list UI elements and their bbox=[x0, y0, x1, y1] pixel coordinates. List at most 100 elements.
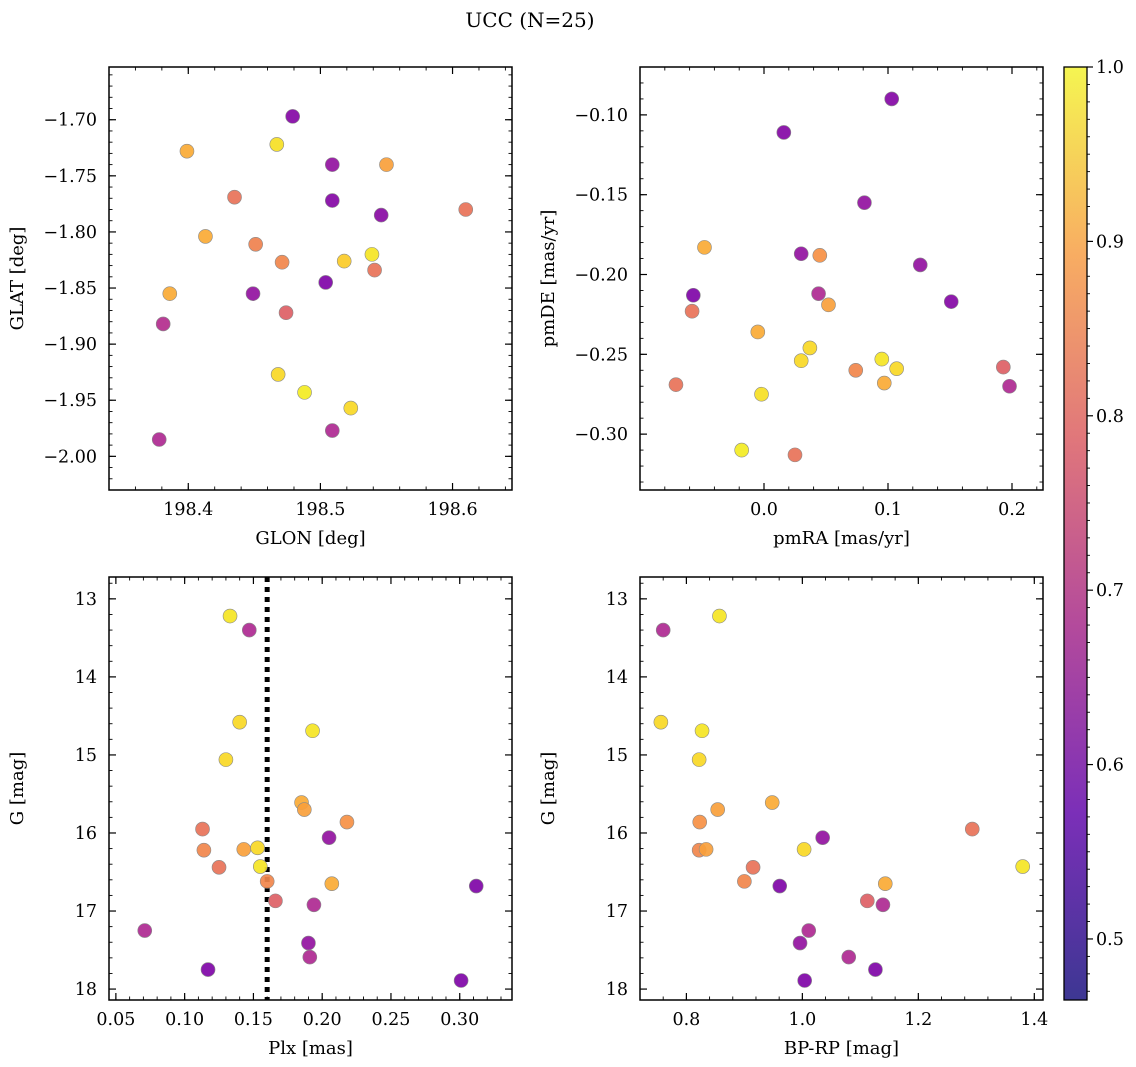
data-point bbox=[232, 714, 247, 730]
x-tick-label: 0.8 bbox=[672, 1010, 700, 1030]
data-point bbox=[155, 316, 171, 332]
y-tick-label: 13 bbox=[606, 590, 628, 610]
x-tick-label: 198.6 bbox=[427, 500, 477, 520]
data-point bbox=[793, 353, 809, 369]
data-point bbox=[848, 362, 864, 378]
data-point bbox=[889, 361, 904, 376]
data-point bbox=[668, 377, 684, 392]
data-point bbox=[305, 723, 320, 739]
axes-frame bbox=[639, 66, 1044, 491]
data-point bbox=[868, 962, 883, 977]
data-point bbox=[321, 830, 337, 845]
data-point bbox=[734, 442, 749, 458]
data-point bbox=[268, 893, 283, 909]
scatter-points bbox=[668, 91, 1017, 463]
data-point bbox=[943, 294, 959, 309]
x-axis-label: Plx [mas] bbox=[268, 1038, 353, 1059]
x-tick-label: 0.05 bbox=[96, 1010, 135, 1030]
y-tick-label: 15 bbox=[75, 746, 97, 766]
y-tick-label: −1.90 bbox=[43, 335, 97, 355]
data-point bbox=[325, 423, 340, 438]
data-point bbox=[796, 842, 812, 857]
y-tick-label: 18 bbox=[75, 980, 97, 1000]
data-point bbox=[860, 893, 875, 909]
axes-frame bbox=[108, 576, 513, 1001]
x-tick-label: 0.30 bbox=[440, 1010, 479, 1030]
data-point bbox=[776, 125, 792, 140]
data-point bbox=[336, 253, 352, 269]
data-point bbox=[797, 973, 812, 988]
data-point bbox=[379, 157, 394, 172]
y-tick-label: −1.75 bbox=[43, 167, 97, 187]
y-tick-label: −1.80 bbox=[43, 223, 97, 243]
y-axis-label: G [mag] bbox=[538, 752, 559, 825]
data-point bbox=[793, 246, 809, 262]
panels-group: 198.4 198.5 198.6 −1.70 −1.75 −1.80 −1.85 −1.90… bbox=[7, 66, 1048, 1059]
data-point bbox=[179, 143, 195, 159]
data-point bbox=[698, 842, 714, 857]
data-point bbox=[684, 303, 700, 319]
data-point bbox=[754, 386, 769, 402]
data-point bbox=[801, 923, 817, 938]
data-point bbox=[343, 400, 359, 416]
panel-glon-glat: 198.4 198.5 198.6 −1.70 −1.75 −1.80 −1.85 −1.90… bbox=[7, 66, 513, 549]
data-point bbox=[686, 287, 701, 303]
data-point bbox=[200, 962, 216, 977]
y-tick-label: −0.25 bbox=[574, 345, 628, 365]
scatter-points bbox=[151, 109, 474, 447]
data-point bbox=[697, 240, 712, 255]
data-point bbox=[841, 949, 857, 965]
data-point bbox=[259, 874, 275, 889]
x-tick-label: 0.1 bbox=[874, 500, 902, 520]
x-tick-label: 1.0 bbox=[788, 1010, 816, 1030]
y-tick-label: 13 bbox=[75, 590, 97, 610]
axis-ticks bbox=[639, 66, 1043, 490]
data-point bbox=[821, 297, 836, 313]
data-point bbox=[1015, 859, 1031, 874]
data-point bbox=[815, 830, 830, 845]
data-point bbox=[877, 876, 893, 892]
x-tick-label: 0.20 bbox=[303, 1010, 342, 1030]
data-point bbox=[250, 840, 265, 856]
data-point bbox=[274, 254, 290, 270]
data-point bbox=[211, 860, 227, 875]
data-point bbox=[325, 193, 340, 208]
x-tick-label: 198.5 bbox=[295, 500, 345, 520]
data-point bbox=[269, 137, 285, 152]
axis-ticks bbox=[640, 577, 1043, 1000]
x-axis-label: pmRA [mas/yr] bbox=[773, 528, 910, 549]
y-axis-label: pmDE [mas/yr] bbox=[538, 210, 559, 348]
data-point bbox=[692, 814, 708, 830]
data-point bbox=[373, 207, 389, 223]
y-tick-label: −1.85 bbox=[43, 279, 97, 299]
data-point bbox=[367, 262, 382, 278]
colorbar-tick-label: 0.5 bbox=[1096, 930, 1124, 950]
data-point bbox=[772, 878, 788, 894]
data-point bbox=[874, 351, 890, 367]
panel-pmra-pmde: 0.0 0.1 0.2 −0.10 −0.15 −0.20 −0.25 −0.30 pmRA [… bbox=[538, 66, 1044, 549]
y-tick-label: −1.95 bbox=[43, 391, 97, 411]
x-tick-label: 0.2 bbox=[998, 500, 1026, 520]
y-tick-label: −0.15 bbox=[574, 186, 628, 206]
data-point bbox=[964, 821, 980, 837]
data-point bbox=[218, 752, 234, 767]
y-tick-label: −0.20 bbox=[574, 266, 628, 286]
data-point bbox=[222, 608, 238, 624]
data-point bbox=[236, 842, 252, 857]
axes-frame bbox=[639, 576, 1044, 1001]
colorbar-tick-label: 0.7 bbox=[1096, 581, 1124, 601]
data-point bbox=[162, 286, 178, 301]
x-tick-label: 0.15 bbox=[234, 1010, 273, 1030]
x-tick-label: 0.25 bbox=[371, 1010, 410, 1030]
y-axis-label: GLAT [deg] bbox=[7, 227, 28, 331]
y-tick-label: −0.30 bbox=[574, 425, 628, 445]
data-point bbox=[137, 923, 153, 938]
panel-plx-g: 0.05 0.10 0.15 0.20 0.25 0.30 13 14 15 16 17 18 Plx … bbox=[7, 576, 513, 1059]
y-tick-label: 15 bbox=[606, 746, 628, 766]
data-point bbox=[306, 897, 322, 913]
data-point bbox=[792, 935, 808, 951]
data-point bbox=[453, 973, 469, 988]
y-tick-label: 14 bbox=[75, 668, 97, 688]
y-tick-label: −0.10 bbox=[574, 106, 628, 126]
colorbar: 0.5 0.6 0.7 0.8 0.9 1.0 bbox=[1063, 58, 1124, 1001]
